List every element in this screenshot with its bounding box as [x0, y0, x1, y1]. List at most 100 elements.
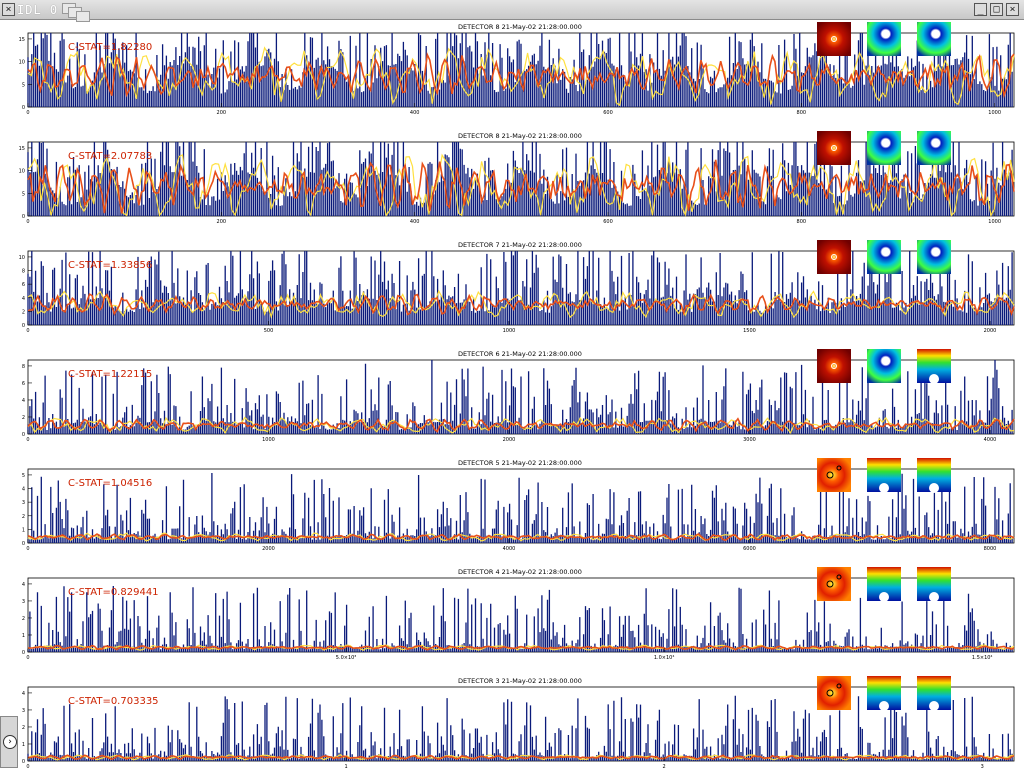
y-tick-label: 2 [22, 616, 25, 622]
data-histogram [27, 695, 1013, 761]
x-tick-label: 3 [981, 764, 984, 768]
thumbnail-image [817, 240, 851, 274]
close-icon[interactable]: × [2, 3, 15, 16]
panel-title: DETECTOR 7 21-May-02 21:28:00.000 [458, 241, 582, 249]
y-tick-label: 1 [22, 527, 25, 533]
thumbnail-image [867, 349, 901, 383]
y-tick-label: 3 [22, 599, 25, 605]
thumbnail-image [817, 458, 851, 492]
x-tick-label: 0 [26, 655, 29, 661]
x-tick-label: 200 [217, 110, 227, 116]
panel-title: DETECTOR 4 21-May-02 21:28:00.000 [458, 568, 582, 576]
thumbnail-image [917, 240, 951, 274]
y-tick-label: 10 [19, 169, 25, 175]
x-tick-label: 1500 [743, 328, 756, 334]
y-tick-label: 0 [22, 105, 25, 111]
x-tick-label: 1000 [988, 110, 1001, 116]
y-tick-label: 4 [22, 582, 25, 588]
thumb-1-3 [917, 22, 951, 56]
minimize-icon[interactable]: _ [974, 3, 987, 16]
x-tick-label: 0 [26, 546, 29, 552]
thumb-3-1 [817, 240, 851, 274]
x-tick-label: 2000 [262, 546, 275, 552]
data-histogram [27, 360, 1013, 434]
detector-panel: DETECTOR 5 21-May-02 21:28:00.000 0 1 2 3 4 5 0… [22, 458, 1015, 552]
x-tick-label: 1.0×10⁴ [654, 655, 675, 661]
detector-panel: DETECTOR 3 21-May-02 21:28:00.000 0 1 2 3 4 0 1… [22, 676, 1015, 768]
cstat-label: C-STAT=1.33856 [68, 260, 152, 271]
data-histogram [27, 586, 1013, 652]
y-tick-label: 0 [22, 650, 25, 656]
cstat-label: C-STAT=1.04516 [68, 478, 152, 489]
y-tick-label: 6 [22, 381, 25, 387]
y-tick-label: 10 [19, 60, 25, 66]
maximize-icon[interactable]: □ [990, 3, 1003, 16]
window-titlebar[interactable]: × IDL 0 _ □ × [0, 0, 1024, 22]
close-window-icon[interactable]: × [1006, 3, 1019, 16]
x-tick-label: 0 [26, 219, 29, 225]
thumb-5-3 [917, 458, 951, 493]
x-tick-label: 1.5×10⁴ [972, 655, 993, 661]
x-tick-label: 400 [410, 110, 420, 116]
y-tick-label: 2 [22, 309, 25, 315]
thumb-6-1 [817, 567, 851, 601]
thumb-5-2 [867, 458, 901, 493]
x-tick-label: 3000 [743, 437, 756, 443]
y-tick-label: 15 [19, 37, 25, 43]
cstat-label: C-STAT=1.82280 [68, 42, 152, 53]
y-tick-label: 4 [22, 691, 25, 697]
data-histogram [27, 251, 1013, 325]
y-tick-label: 1 [22, 742, 25, 748]
x-tick-label: 0 [26, 110, 29, 116]
x-tick-label: 4000 [984, 437, 997, 443]
model-curve [27, 644, 1015, 651]
y-tick-label: 10 [19, 255, 25, 261]
thumb-1-1 [817, 22, 851, 56]
y-tick-label: 3 [22, 708, 25, 714]
detector-panel: DETECTOR 6 21-May-02 21:28:00.000 0 2 4 6 8 0 1… [22, 349, 1015, 443]
window-title: IDL 0 [17, 3, 59, 17]
detector-panel: DETECTOR 8 21-May-02 21:28:00.000 0 5 10 15 0… [19, 22, 1015, 116]
thumbnail-image [817, 131, 851, 165]
thumbnail-image [817, 567, 851, 601]
y-tick-label: 4 [22, 398, 25, 404]
thumb-7-2 [867, 676, 901, 711]
model-curve-highlight [27, 289, 1015, 319]
cstat-label: C-STAT=1.22115 [68, 369, 152, 380]
y-tick-label: 0 [22, 323, 25, 329]
thumbnail-image [817, 22, 851, 56]
thumb-2-2 [867, 131, 901, 165]
detector-panel: DETECTOR 8 21-May-02 21:28:00.000 0 5 10 15 0… [19, 131, 1015, 225]
panel-title: DETECTOR 5 21-May-02 21:28:00.000 [458, 459, 582, 467]
y-tick-label: 6 [22, 282, 25, 288]
thumb-4-2 [867, 349, 901, 383]
cstat-label: C-STAT=0.703335 [68, 696, 159, 707]
side-panel-tab[interactable]: › [0, 716, 18, 768]
detector-plots: DETECTOR 8 21-May-02 21:28:00.0000510150… [19, 22, 1015, 768]
thumbnail-image [917, 131, 951, 165]
thumb-2-1 [817, 131, 851, 165]
thumb-2-3 [917, 131, 951, 165]
y-tick-label: 0 [22, 541, 25, 547]
x-tick-label: 400 [410, 219, 420, 225]
y-tick-label: 1 [22, 633, 25, 639]
y-tick-label: 8 [22, 269, 25, 275]
y-tick-label: 2 [22, 725, 25, 731]
x-tick-label: 1000 [988, 219, 1001, 225]
y-tick-label: 2 [22, 415, 25, 421]
thumb-4-1 [817, 349, 851, 383]
thumb-5-1 [817, 458, 851, 492]
arrow-right-circle-icon[interactable]: › [3, 735, 17, 749]
x-tick-label: 0 [26, 437, 29, 443]
panel-title: DETECTOR 6 21-May-02 21:28:00.000 [458, 350, 582, 358]
model-curve [27, 51, 1015, 99]
y-tick-label: 5 [22, 82, 25, 88]
y-tick-label: 15 [19, 146, 25, 152]
x-tick-label: 2000 [503, 437, 516, 443]
x-tick-label: 600 [603, 110, 613, 116]
thumbnail-image [917, 22, 951, 56]
model-curve-highlight [27, 46, 1015, 107]
detector-panel: DETECTOR 4 21-May-02 21:28:00.000 0 1 2 3 4 0 5… [22, 567, 1015, 661]
model-curve [27, 533, 1015, 542]
thumb-1-2 [867, 22, 901, 56]
